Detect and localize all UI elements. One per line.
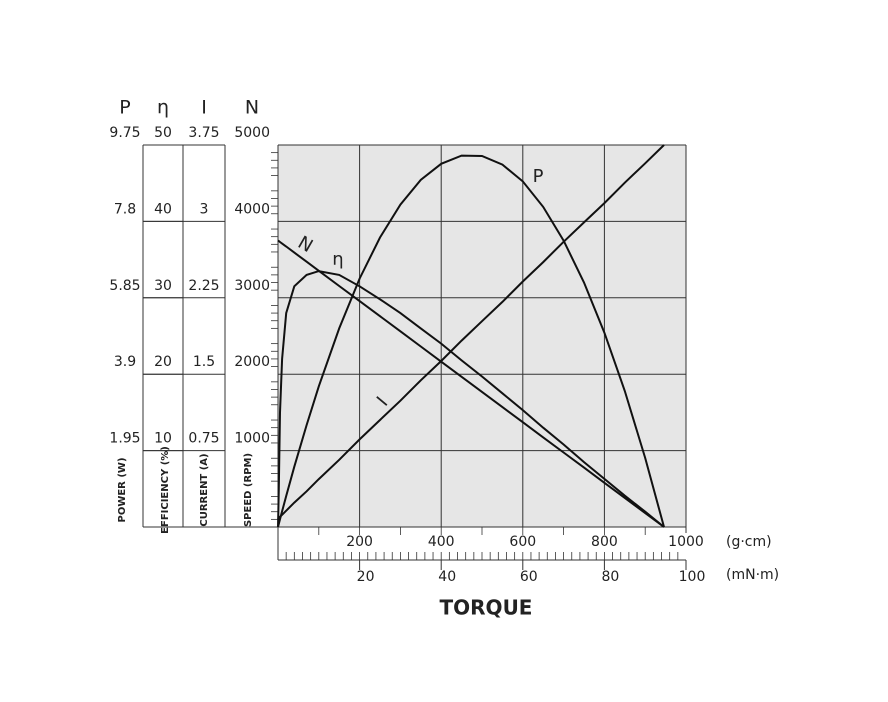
labels: P POWER (W) 1.95 3.9 5.85 7.8 9.75 η EFFICIENCY … xyxy=(109,97,779,586)
y-tick-label: 3000 xyxy=(234,278,270,294)
x-unit: (g·cm) xyxy=(726,534,772,550)
y-tick-label: 1.95 xyxy=(109,431,140,447)
y-tick-label: 5.85 xyxy=(109,278,140,294)
y-axis-symbol: P xyxy=(119,97,130,119)
y-tick-label: 50 xyxy=(154,125,172,141)
x-tick-label: 400 xyxy=(428,534,455,550)
curve xyxy=(277,239,665,528)
y-tick-label: 3.75 xyxy=(188,125,219,141)
curves xyxy=(277,144,665,528)
y-tick-label: 1000 xyxy=(234,431,270,447)
y-tick-label: 2.25 xyxy=(188,278,219,294)
plot-area xyxy=(278,145,686,527)
x2-tick-label: 80 xyxy=(601,569,619,585)
y-axis-title: CURRENT (A) xyxy=(199,453,210,526)
y-tick-label: 10 xyxy=(154,431,172,447)
y-axis-title: POWER (W) xyxy=(117,457,128,522)
curve xyxy=(277,270,665,528)
curve xyxy=(277,144,665,520)
y-axis-symbol: I xyxy=(201,97,207,119)
y-axis-symbol: η xyxy=(157,97,169,119)
x-axis-title: TORQUE xyxy=(440,596,533,620)
y-tick-label: 30 xyxy=(154,278,172,294)
x-tick-label: 1000 xyxy=(668,534,704,550)
x2-tick-label: 40 xyxy=(438,569,456,585)
x-tick-label: 600 xyxy=(509,534,536,550)
y-tick-label: 5000 xyxy=(234,125,270,141)
y-axis-title: EFFICIENCY (%) xyxy=(160,446,171,534)
y-tick-label: 20 xyxy=(154,354,172,370)
y-axis-symbol: N xyxy=(245,97,259,119)
x-tick-label: 800 xyxy=(591,534,618,550)
y-tick-label: 40 xyxy=(154,201,172,217)
y-tick-label: 7.8 xyxy=(114,201,136,217)
x-tick-label: 200 xyxy=(346,534,373,550)
curve xyxy=(277,154,665,528)
curve-label: P xyxy=(533,166,544,187)
y-tick-label: 2000 xyxy=(234,354,270,370)
y-tick-label: 3.9 xyxy=(114,354,136,370)
x2-tick-label: 20 xyxy=(357,569,375,585)
x2-unit: (mN·m) xyxy=(726,567,779,583)
y-tick-label: 1.5 xyxy=(193,354,215,370)
x2-tick-label: 100 xyxy=(679,569,706,585)
curve-label: η xyxy=(332,249,343,270)
y-tick-label: 4000 xyxy=(234,201,270,217)
y-tick-label: 0.75 xyxy=(188,431,219,447)
x2-tick-label: 60 xyxy=(520,569,538,585)
y-tick-label: 3 xyxy=(200,201,209,217)
y-tick-label: 9.75 xyxy=(109,125,140,141)
y-axis-title: SPEED (RPM) xyxy=(243,453,254,527)
grid xyxy=(142,144,687,570)
